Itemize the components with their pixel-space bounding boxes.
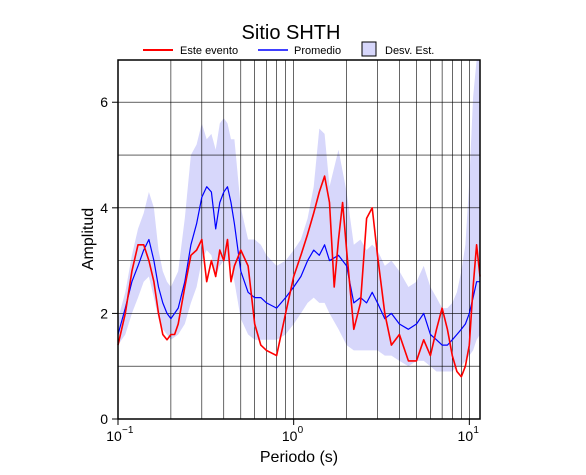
x-tick-label: 10 (282, 428, 298, 444)
legend-swatch-desv-est (361, 41, 377, 57)
x-tick-exponent: −1 (122, 425, 134, 436)
x-tick-label: 10 (458, 428, 474, 444)
grid-layer (118, 60, 480, 419)
y-tick-label: 6 (100, 94, 108, 110)
legend-label-promedio: Promedio (294, 45, 341, 57)
x-tick-exponent: 0 (298, 425, 304, 436)
std-band (118, 60, 480, 372)
y-axis-label: Amplitud (80, 208, 97, 270)
x-axis-label: Periodo (s) (260, 449, 338, 466)
y-tick-label: 2 (100, 305, 108, 321)
y-tick-label: 0 (100, 411, 108, 427)
legend-label-este-evento: Este evento (180, 45, 238, 57)
x-tick-exponent: 1 (473, 425, 479, 436)
legend: Este evento Promedio Desv. Est. (143, 41, 434, 57)
legend-label-desv-est: Desv. Est. (385, 45, 434, 57)
std-band-layer (118, 60, 480, 372)
y-tick-label: 4 (100, 200, 108, 216)
series-layer (117, 175, 481, 378)
plot-frame (117, 59, 481, 420)
x-tick-label: 10 (106, 428, 122, 444)
chart-title: Sitio SHTH (242, 22, 341, 44)
series-line-este-evento (117, 175, 481, 378)
